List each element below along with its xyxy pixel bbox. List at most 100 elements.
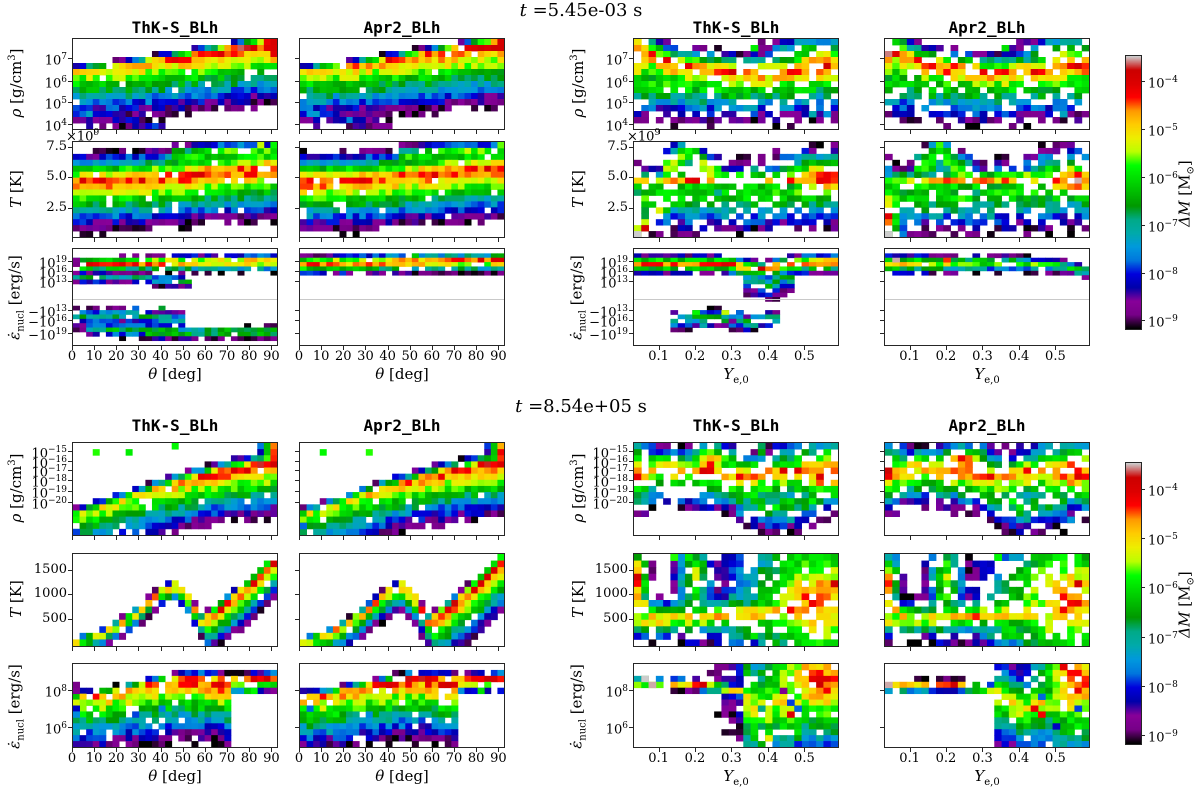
x-tick-mark [182, 647, 184, 651]
heatmap-panel-g1-r2-c1 [72, 141, 278, 238]
x-tick-mark [204, 346, 206, 350]
y-tick-mark [629, 281, 633, 283]
x-tick-label: 40 [152, 751, 169, 766]
x-tick-mark [431, 346, 433, 350]
x-tick-mark [227, 238, 229, 242]
x-tick-mark [946, 647, 947, 651]
y-tick-mark [68, 618, 72, 620]
x-tick-mark [498, 536, 500, 540]
colorbar-tick-mark [1142, 489, 1145, 491]
label-seg: ] [1175, 570, 1194, 577]
x-tick-label: 0.5 [794, 349, 815, 364]
y-tick-mark [880, 333, 884, 335]
label-seg: [deg] [384, 767, 429, 785]
y-tick-mark [68, 451, 72, 453]
label-seg: [deg] [157, 365, 202, 383]
x-tick-label: 0.1 [648, 349, 669, 364]
x-tick-label: 80 [240, 349, 258, 364]
colorbar-tick-label: 10−4 [1148, 483, 1178, 500]
x-tick-mark [249, 647, 251, 651]
y-tick-mark [68, 207, 72, 209]
x-tick-mark [695, 536, 696, 540]
axis-offset-label: ×109 [66, 128, 100, 145]
x-tick-mark [767, 748, 769, 752]
x-tick-label: 60 [423, 751, 441, 766]
y-tick-mark [880, 460, 884, 462]
x-tick-mark [365, 536, 367, 540]
panel-title: ThK-S_BLh [692, 416, 780, 435]
x-tick-label: 30 [130, 349, 147, 364]
x-tick-label: 30 [357, 751, 374, 766]
x-tick-mark [94, 647, 96, 651]
exponent: −19 [609, 484, 628, 495]
y-tick-mark [68, 690, 72, 692]
x-tick-mark [1055, 238, 1057, 242]
y-tick-mark [68, 470, 72, 472]
exponent: 5 [61, 96, 67, 107]
label-seg: [M [1175, 585, 1194, 612]
y-tick-mark [295, 146, 299, 148]
y-tick-mark [68, 102, 72, 104]
exponent: −7 [1164, 630, 1178, 641]
x-tick-mark [658, 748, 660, 752]
heatmap-canvas [73, 664, 277, 747]
heatmap-panel-g1-r3-c4 [884, 248, 1090, 346]
heatmap-canvas [300, 39, 504, 129]
y-tick-mark [68, 460, 72, 462]
y-tick-mark [629, 333, 633, 335]
x-tick-mark [94, 130, 96, 134]
x-tick-mark [982, 748, 984, 752]
y-tick-mark [295, 309, 299, 311]
heatmap-canvas [885, 554, 1089, 646]
y-tick-mark [68, 569, 72, 571]
x-tick-mark [299, 536, 300, 540]
y-tick-mark [295, 593, 299, 595]
exponent: −5 [1164, 532, 1178, 543]
colorbar-tick-mark [1142, 735, 1145, 737]
colorbar [1125, 462, 1142, 745]
y-tick-mark [629, 124, 633, 126]
heatmap-panel-g1-r1-c2 [299, 38, 505, 130]
label-seg: e,0 [733, 777, 749, 788]
heatmap-canvas [300, 443, 504, 535]
x-tick-mark [454, 647, 456, 651]
y-tick-mark [295, 470, 299, 472]
y-tick-mark [880, 618, 884, 620]
axis-offset-label: ×109 [627, 128, 661, 145]
heatmap-canvas [300, 554, 504, 646]
label-seg: θ [375, 365, 385, 383]
y-tick-mark [68, 281, 72, 283]
x-tick-mark [116, 238, 118, 242]
heatmap-canvas [885, 249, 1089, 345]
exponent: −9 [1164, 314, 1178, 325]
y-tick-label: 500 [603, 610, 628, 626]
x-tick-mark [1055, 536, 1057, 540]
x-tick-mark [476, 346, 478, 350]
x-tick-mark [804, 130, 806, 134]
x-tick-label: 0.1 [899, 349, 920, 364]
y-tick-mark [68, 260, 72, 262]
y-tick-mark [880, 502, 884, 504]
exponent: 8 [622, 684, 628, 695]
x-tick-mark [498, 130, 500, 134]
y-tick-mark [880, 690, 884, 692]
exponent: 9 [654, 128, 661, 138]
x-tick-mark [695, 748, 696, 752]
exponent: 13 [616, 275, 628, 286]
x-tick-mark [695, 238, 696, 242]
x-tick-mark [182, 346, 184, 350]
colorbar-tick-label: 10−5 [1148, 532, 1178, 549]
y-tick-mark [629, 57, 633, 59]
x-tick-mark [365, 748, 367, 752]
exponent: −16 [609, 454, 628, 465]
y-tick-label: 1000 [594, 585, 628, 601]
x-tick-mark [387, 647, 389, 651]
y-tick-mark [68, 146, 72, 148]
y-tick-label: 1019 [39, 254, 67, 272]
label-seg: ⊙ [1185, 576, 1197, 586]
x-tick-mark [249, 238, 251, 242]
heatmap-panel-g1-r3-c1 [72, 248, 278, 346]
exponent: −20 [48, 496, 67, 507]
y-tick-mark [880, 207, 884, 209]
x-tick-mark [72, 536, 73, 540]
